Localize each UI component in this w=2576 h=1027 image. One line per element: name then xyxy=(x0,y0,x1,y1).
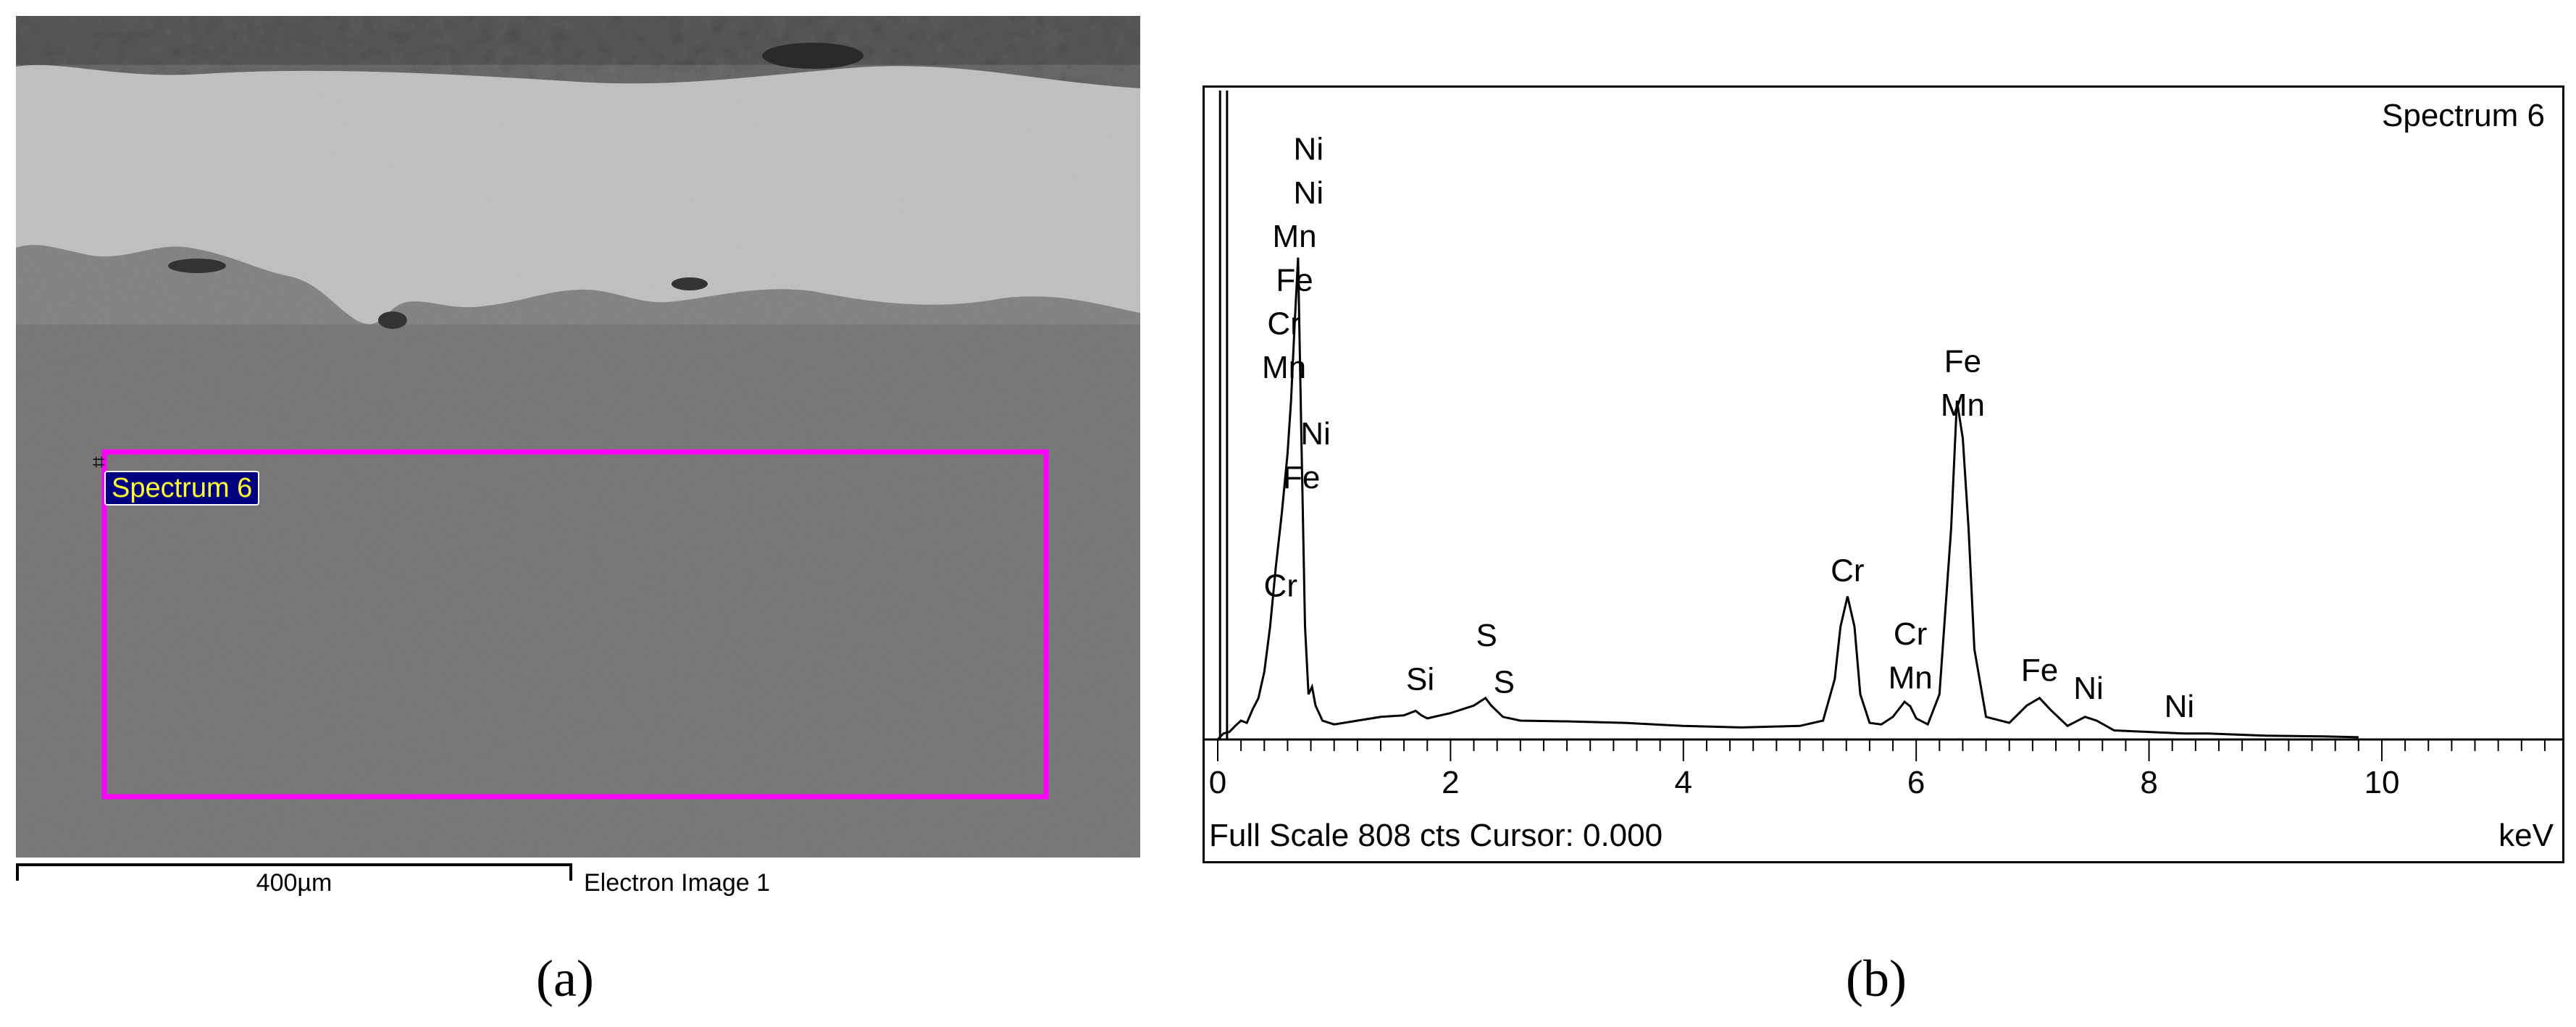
roi-box[interactable] xyxy=(101,449,1049,800)
peak-label: S xyxy=(1476,618,1497,653)
spectrum-line xyxy=(1216,257,2359,741)
peak-label: Cr xyxy=(1831,553,1864,589)
peak-label: Mn xyxy=(1889,660,1933,695)
peak-label: Mn xyxy=(1262,350,1306,385)
peak-label: Mn xyxy=(1272,219,1316,254)
peak-label: S xyxy=(1494,665,1515,700)
peak-label: Fe xyxy=(2021,653,2058,688)
mount-region xyxy=(16,16,1140,88)
x-axis-unit: keV xyxy=(2498,818,2554,853)
image-label: Electron Image 1 xyxy=(584,869,771,897)
x-tick-label: 10 xyxy=(2364,765,2399,800)
scale-bar-label: 400µm xyxy=(256,869,333,897)
eds-chart: 0 2 4 6 8 10 Ni Ni Mn Fe Cr Mn Ni Fe Cr Si SS Cr Cr Mn Fe Mn F… xyxy=(1205,91,2562,800)
peak-label: Cr xyxy=(1267,306,1300,342)
peak-label: Cr xyxy=(1894,616,1927,652)
peak-label: Ni xyxy=(2073,671,2104,706)
x-tick-label: 8 xyxy=(2140,765,2157,800)
peak-label: Fe xyxy=(1944,344,1981,380)
peak-label: Ni xyxy=(1294,175,1324,211)
caption-a: (a) xyxy=(536,950,594,1007)
peak-label: Fe xyxy=(1276,262,1313,298)
sem-micrograph xyxy=(16,16,1140,858)
pore xyxy=(168,259,226,273)
sem-image-graphic xyxy=(16,16,1140,858)
full-scale-readout: Full Scale 808 cts Cursor: 0.000 xyxy=(1209,818,1663,853)
x-tick-label: 0 xyxy=(1209,765,1226,800)
panel-a: ⌗ Spectrum 6 400µm Electron Image 1 xyxy=(0,0,1159,934)
panel-b-eds-spectrum: 0 2 4 6 8 10 Ni Ni Mn Fe Cr Mn Ni Fe Cr Si S S Cr Cr Mn Fe Mn F… xyxy=(1203,85,2564,863)
x-tick-label: 2 xyxy=(1442,765,1459,800)
peak-label: Ni xyxy=(1300,416,1331,451)
peak-label: Mn xyxy=(1941,387,1985,423)
peak-label: Si xyxy=(1406,661,1434,697)
peak-label: Ni xyxy=(2165,689,2195,724)
peak-label: Ni xyxy=(1294,132,1324,167)
pore xyxy=(762,43,863,69)
pore xyxy=(378,311,407,329)
coating-layer xyxy=(16,64,1140,324)
x-tick-label: 4 xyxy=(1675,765,1692,800)
peak-label: Cr xyxy=(1264,568,1297,603)
spectrum-name: Spectrum 6 xyxy=(2382,98,2545,133)
scale-bar xyxy=(16,863,572,881)
caption-b: (b) xyxy=(1846,950,1907,1007)
pore xyxy=(672,277,708,290)
x-tick-label: 6 xyxy=(1907,765,1925,800)
roi-label: Spectrum 6 xyxy=(104,471,260,506)
peak-label: Fe xyxy=(1283,460,1320,495)
roi-cursor-icon: ⌗ xyxy=(93,450,105,474)
